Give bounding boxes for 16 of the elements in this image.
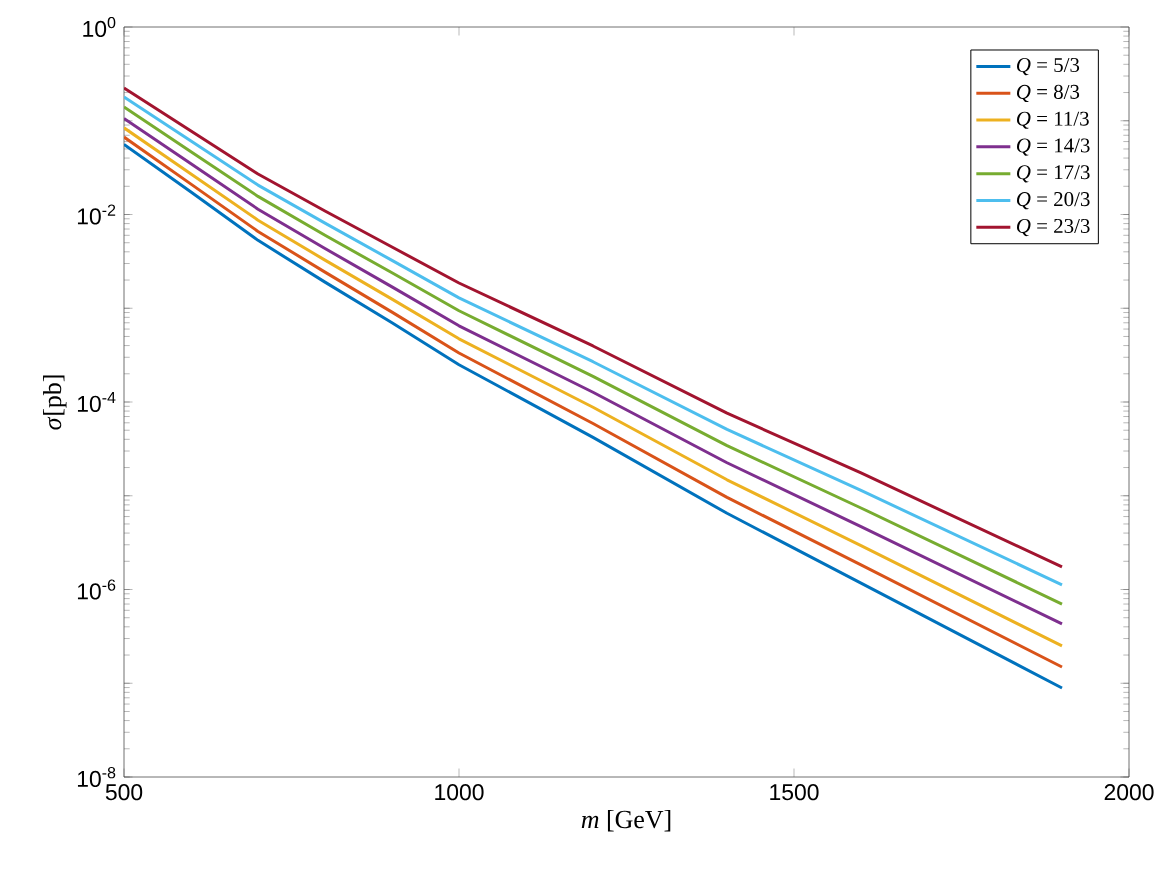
legend-label: Q = 23/3 <box>1016 218 1090 237</box>
x-tick-label: 2000 <box>1104 784 1154 801</box>
x-axis-title: m [GeV] <box>581 809 671 832</box>
legend-label: Q = 17/3 <box>1016 165 1090 183</box>
y-tick-label: 10$^{0}$ <box>83 16 116 38</box>
y-axis-title: σ[pb] <box>43 375 67 430</box>
y-tick-label: 10$^{-4}$ <box>77 392 116 412</box>
y-tick-label: 10$^{-2}$ <box>77 204 116 225</box>
y-tick-label: 10$^{-6}$ <box>77 579 116 600</box>
legend-label: Q = 5/3 <box>1016 57 1080 76</box>
legend-label: Q = 20/3 <box>1016 192 1090 210</box>
x-tick-label: 1000 <box>435 784 484 801</box>
legend-label: Q = 14/3 <box>1016 138 1090 156</box>
x-tick-label: 1500 <box>770 784 819 801</box>
legend-label: Q = 8/3 <box>1016 84 1080 103</box>
legend-label: Q = 11/3 <box>1016 111 1089 129</box>
